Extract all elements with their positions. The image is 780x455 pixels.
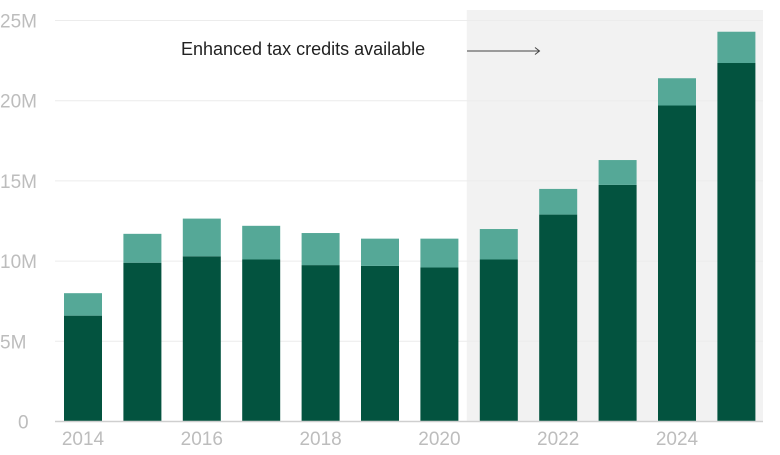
bar-2017-segment-1 [242, 259, 281, 422]
y-tick-label: 25M [0, 12, 37, 33]
x-tick-label: 2018 [299, 429, 341, 450]
x-tick-label: 2024 [656, 429, 699, 450]
annotation-arrow [467, 47, 541, 55]
bar-2015-segment-1 [123, 262, 162, 422]
y-tick-label: 10M [0, 252, 37, 273]
bar-2022-segment-1 [539, 214, 578, 422]
bar-2025-segment-2 [717, 31, 756, 64]
y-tick-label: 20M [0, 92, 37, 113]
gridlines [55, 20, 763, 342]
y-tick-label: 15M [0, 172, 37, 193]
bar-2018-segment-2 [301, 233, 340, 266]
bar-2019-segment-2 [361, 238, 399, 266]
bar-2014-segment-2 [64, 293, 102, 316]
annotation-text: Enhanced tax credits available [181, 39, 425, 59]
x-axis-ticks: 2014 2016 2018 2020 2022 2024 [62, 429, 699, 450]
bar-2016-segment-1 [182, 256, 221, 422]
bars [64, 31, 756, 422]
bar-2017-segment-2 [242, 225, 281, 260]
bar-2022-segment-2 [539, 188, 578, 215]
y-axis-ticks: 0 5M 10M 15M 20M 25M [0, 12, 37, 434]
bar-2021-segment-2 [479, 229, 518, 260]
bar-2016-segment-2 [182, 218, 221, 257]
x-tick-label: 2016 [181, 429, 223, 450]
y-tick-label: 0 [18, 413, 29, 434]
y-tick-label: 5M [0, 332, 26, 353]
bar-2023-segment-2 [598, 160, 637, 185]
x-tick-label: 2022 [537, 429, 579, 450]
x-tick-label: 2014 [62, 429, 105, 450]
x-tick-label: 2020 [418, 429, 460, 450]
bar-2019-segment-1 [361, 265, 399, 422]
bar-2020-segment-2 [420, 238, 459, 268]
bar-2024-segment-2 [658, 78, 696, 106]
bar-2024-segment-1 [658, 105, 696, 422]
bar-2018-segment-1 [301, 265, 340, 422]
bar-2014-segment-1 [64, 315, 102, 422]
bar-2023-segment-1 [598, 184, 637, 422]
bar-2015-segment-2 [123, 233, 162, 263]
bar-2020-segment-1 [420, 267, 459, 422]
bar-2021-segment-1 [479, 259, 518, 422]
bar-2025-segment-1 [717, 63, 756, 422]
